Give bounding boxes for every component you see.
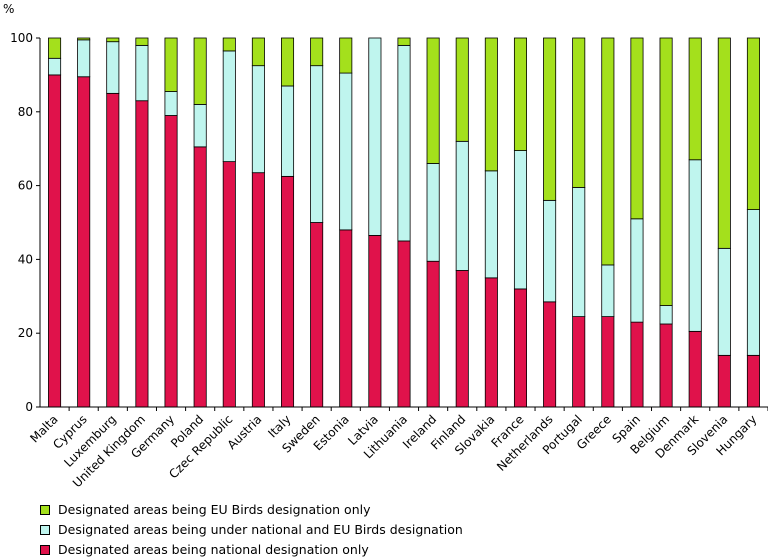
bar-segment-birds-only-10: [339, 37, 353, 74]
bar-segment-national-and-birds-12: [397, 44, 411, 242]
bar-segment-birds-only-5: [193, 37, 207, 105]
bar-segment-national-only-21: [659, 323, 673, 408]
bar-segment-national-only-23: [717, 354, 731, 408]
y-tick-label-5: 100: [10, 31, 33, 45]
legend-item-birds-only: Designated areas being EU Birds designat…: [40, 500, 463, 519]
bar-segment-birds-only-2: [106, 37, 120, 43]
bar-segment-birds-only-23: [717, 37, 731, 249]
bar-segment-national-and-birds-5: [193, 104, 207, 148]
bar-segment-national-only-12: [397, 240, 411, 408]
legend-swatch-national-and-birds: [40, 524, 50, 535]
bar-segment-national-only-24: [746, 354, 760, 408]
bar-segment-national-only-1: [77, 76, 91, 408]
bar-segment-national-only-17: [543, 301, 557, 408]
bar-segment-birds-only-20: [630, 37, 644, 220]
bar-segment-birds-only-0: [48, 37, 62, 59]
y-tick-label-0: 0: [25, 400, 33, 414]
y-tick-label-2: 40: [18, 252, 33, 266]
bar-segment-national-only-9: [310, 222, 324, 408]
bar-segment-birds-only-17: [543, 37, 557, 201]
bar-segment-national-and-birds-0: [48, 57, 62, 76]
bar-segment-national-and-birds-10: [339, 72, 353, 231]
bar-segment-birds-only-16: [513, 37, 527, 151]
legend-label-birds-only: Designated areas being EU Birds designat…: [58, 502, 371, 517]
legend-label-national-only: Designated areas being national designat…: [58, 542, 369, 557]
y-tick-label-3: 60: [18, 179, 33, 193]
bar-segment-national-only-11: [368, 235, 382, 408]
bar-segment-birds-only-7: [251, 37, 265, 67]
bar-segment-national-and-birds-15: [484, 170, 498, 279]
bar-segment-birds-only-18: [572, 37, 586, 188]
y-tick-label-4: 80: [18, 105, 33, 119]
bar-segment-national-and-birds-11: [368, 37, 382, 236]
bar-segment-national-and-birds-4: [164, 91, 178, 116]
bar-segment-national-only-10: [339, 229, 353, 408]
bars-layer: [48, 37, 760, 408]
bar-segment-national-only-20: [630, 321, 644, 408]
bar-segment-birds-only-13: [426, 37, 440, 164]
legend: Designated areas being EU Birds designat…: [40, 500, 463, 560]
bar-segment-national-only-4: [164, 115, 178, 408]
y-tick-label-1: 20: [18, 326, 33, 340]
bar-segment-national-only-15: [484, 277, 498, 408]
bar-segment-birds-only-9: [310, 37, 324, 67]
bar-segment-national-and-birds-7: [251, 65, 265, 174]
bar-segment-national-only-19: [601, 316, 615, 408]
bar-segment-national-and-birds-8: [281, 85, 295, 177]
legend-swatch-national-only: [40, 544, 50, 555]
bar-segment-birds-only-24: [746, 37, 760, 210]
bar-segment-national-only-14: [455, 270, 469, 408]
bar-segment-birds-only-15: [484, 37, 498, 172]
bar-segment-birds-only-6: [222, 37, 236, 52]
y-axis-label: %: [3, 2, 14, 16]
bar-segment-birds-only-8: [281, 37, 295, 87]
bar-segment-national-and-birds-20: [630, 218, 644, 323]
legend-item-national-and-birds: Designated areas being under national an…: [40, 520, 463, 539]
bar-segment-national-only-6: [222, 161, 236, 408]
bar-segment-national-and-birds-14: [455, 140, 469, 271]
bar-segment-national-only-8: [281, 175, 295, 408]
bar-segment-national-and-birds-1: [77, 39, 91, 78]
bar-segment-birds-only-12: [397, 37, 411, 46]
bar-segment-national-and-birds-22: [688, 159, 702, 332]
bar-segment-national-only-13: [426, 260, 440, 408]
bar-segment-birds-only-1: [77, 37, 91, 41]
bar-segment-birds-only-3: [135, 37, 149, 46]
bar-segment-birds-only-22: [688, 37, 702, 161]
bar-segment-national-only-0: [48, 74, 62, 408]
legend-item-national-only: Designated areas being national designat…: [40, 540, 463, 559]
bar-segment-birds-only-21: [659, 37, 673, 306]
bar-segment-national-only-22: [688, 330, 702, 408]
bar-segment-national-and-birds-18: [572, 187, 586, 317]
bar-segment-national-and-birds-17: [543, 199, 557, 303]
bar-segment-national-only-18: [572, 316, 586, 408]
bar-segment-national-only-2: [106, 92, 120, 408]
bar-segment-national-only-3: [135, 100, 149, 408]
bar-segment-national-and-birds-19: [601, 264, 615, 317]
legend-swatch-birds-only: [40, 504, 50, 515]
bar-segment-national-and-birds-16: [513, 150, 527, 290]
bar-segment-birds-only-4: [164, 37, 178, 92]
bar-segment-national-and-birds-24: [746, 209, 760, 356]
bar-segment-national-and-birds-6: [222, 50, 236, 163]
bar-segment-national-and-birds-23: [717, 247, 731, 356]
bar-segment-national-and-birds-2: [106, 41, 120, 94]
legend-label-national-and-birds: Designated areas being under national an…: [58, 522, 463, 537]
bar-segment-national-and-birds-9: [310, 65, 324, 223]
bar-segment-national-only-5: [193, 146, 207, 408]
bar-segment-national-only-16: [513, 288, 527, 408]
bar-segment-birds-only-19: [601, 37, 615, 266]
bar-segment-national-and-birds-21: [659, 305, 673, 325]
bar-segment-national-only-7: [251, 172, 265, 408]
bar-segment-national-and-birds-13: [426, 163, 440, 262]
bar-segment-national-and-birds-3: [135, 44, 149, 102]
bar-segment-birds-only-14: [455, 37, 469, 142]
